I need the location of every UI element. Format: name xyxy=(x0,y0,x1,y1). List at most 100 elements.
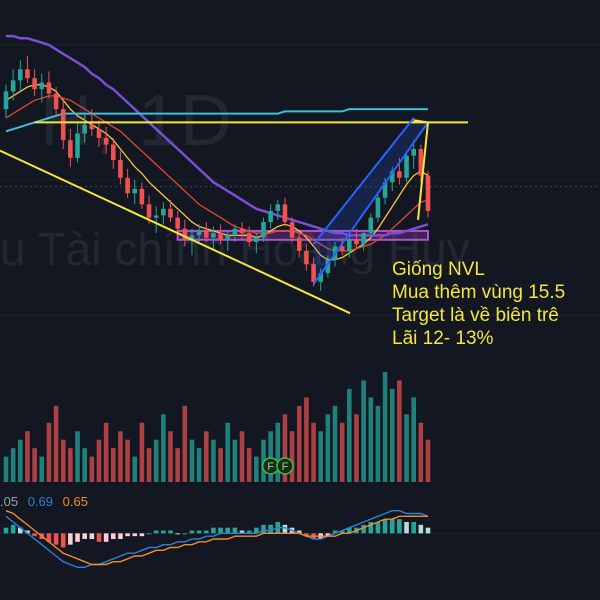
candle-body xyxy=(203,230,209,238)
macd-histogram-bar xyxy=(189,530,195,534)
event-marker-label: F xyxy=(267,461,274,473)
candle-body xyxy=(196,230,202,236)
descending-trendline xyxy=(0,149,351,315)
candle-body xyxy=(304,250,309,265)
macd-histogram-bar xyxy=(304,533,309,537)
volume-bar xyxy=(389,388,395,482)
volume-bar xyxy=(296,405,302,482)
macd-histogram-bar xyxy=(146,533,152,535)
volume-bar xyxy=(404,414,409,482)
macd-histogram-bar xyxy=(418,524,424,534)
annotation-text: Giống NVL Mua thêm vùng 15.5 Target là v… xyxy=(392,258,565,350)
volume-bar xyxy=(32,448,37,482)
candle-body xyxy=(118,160,123,178)
candle-body xyxy=(125,177,130,194)
volume-bar xyxy=(10,448,16,482)
candle-body xyxy=(239,228,245,234)
volume-bar xyxy=(82,448,87,482)
macd-histogram-bar xyxy=(18,527,23,534)
candle-body xyxy=(175,217,180,229)
candle-body xyxy=(146,204,152,218)
macd-histogram-bar xyxy=(268,524,273,534)
volume-bar xyxy=(60,439,66,482)
candle-body xyxy=(425,175,431,211)
macd-histogram-bar xyxy=(32,533,37,537)
candle-body xyxy=(404,155,409,178)
macd-histogram-bar xyxy=(282,524,288,534)
macd-histogram-bar xyxy=(325,533,331,537)
volume-bar xyxy=(332,405,338,482)
volume-bar xyxy=(110,448,116,482)
volume-bar xyxy=(246,448,252,482)
candle-body xyxy=(182,228,188,240)
candle-body xyxy=(132,188,138,194)
macd-legend-value-1: .05 xyxy=(0,494,19,509)
candle-body xyxy=(75,133,80,158)
macd-histogram-bar xyxy=(139,533,145,537)
macd-histogram-bar xyxy=(246,530,252,534)
volume-bar xyxy=(146,448,152,482)
ma-mid-line xyxy=(5,95,429,252)
macd-histogram-bar xyxy=(239,530,245,534)
macd-histogram-bar xyxy=(382,519,388,534)
signal-line xyxy=(5,510,428,566)
macd-histogram-bar xyxy=(3,527,9,534)
candle-body xyxy=(96,129,102,138)
event-marker-label: F xyxy=(282,461,289,473)
volume-bar xyxy=(25,431,30,482)
volume-bar xyxy=(268,431,273,482)
volume-bar xyxy=(196,448,202,482)
candle-body xyxy=(339,246,345,251)
volume-bar xyxy=(96,439,102,482)
candle-body xyxy=(68,140,73,158)
volume-bar xyxy=(182,405,188,482)
candle-body xyxy=(311,264,316,282)
volume-bar xyxy=(311,422,316,482)
volume-bar xyxy=(375,405,381,482)
macd-histogram-bar xyxy=(296,530,302,534)
volume-bar xyxy=(218,448,223,482)
macd-histogram-bar xyxy=(60,533,66,548)
candle-body xyxy=(211,233,216,238)
volume-bar xyxy=(103,422,109,482)
macd-line xyxy=(5,510,429,568)
volume-bar xyxy=(132,456,138,482)
volume-bar xyxy=(18,439,23,482)
macd-histogram-bar xyxy=(125,533,130,537)
volume-bar xyxy=(361,380,366,482)
candle-body xyxy=(139,188,145,205)
volume-bar xyxy=(68,448,73,482)
volume-bar xyxy=(211,439,216,482)
volume-bar xyxy=(411,397,416,482)
volume-bar xyxy=(39,456,45,482)
candle-body xyxy=(18,69,23,81)
volume-bar xyxy=(161,414,166,482)
macd-histogram-bar xyxy=(110,533,116,539)
candle-body xyxy=(289,222,295,238)
candle-body xyxy=(397,171,402,178)
candle-body xyxy=(411,149,416,156)
macd-histogram-bar xyxy=(389,519,395,534)
channel-upper-line xyxy=(312,121,429,285)
macd-histogram-bar xyxy=(132,533,138,537)
volume-bar xyxy=(125,439,130,482)
volume-bar xyxy=(225,422,231,482)
macd-histogram-bar xyxy=(211,527,216,534)
volume-bar xyxy=(289,431,295,482)
macd-histogram-bar xyxy=(118,533,123,539)
volume-bar xyxy=(89,456,95,482)
macd-histogram-bar xyxy=(103,533,109,542)
candle-body xyxy=(89,124,95,130)
macd-histogram-bar xyxy=(161,530,166,534)
volume-bar xyxy=(203,431,209,482)
volume-bar xyxy=(275,422,281,482)
annotation-line-2: Mua thêm vùng 15.5 xyxy=(392,282,566,303)
candle-body xyxy=(32,78,37,90)
macd-legend: .05 0.69 0.65 xyxy=(0,494,94,509)
macd-histogram-bar xyxy=(339,530,345,534)
volume-bar xyxy=(239,431,245,482)
macd-histogram-bar xyxy=(225,527,231,534)
macd-histogram-bar xyxy=(361,524,366,534)
macd-histogram-bar xyxy=(153,530,159,534)
